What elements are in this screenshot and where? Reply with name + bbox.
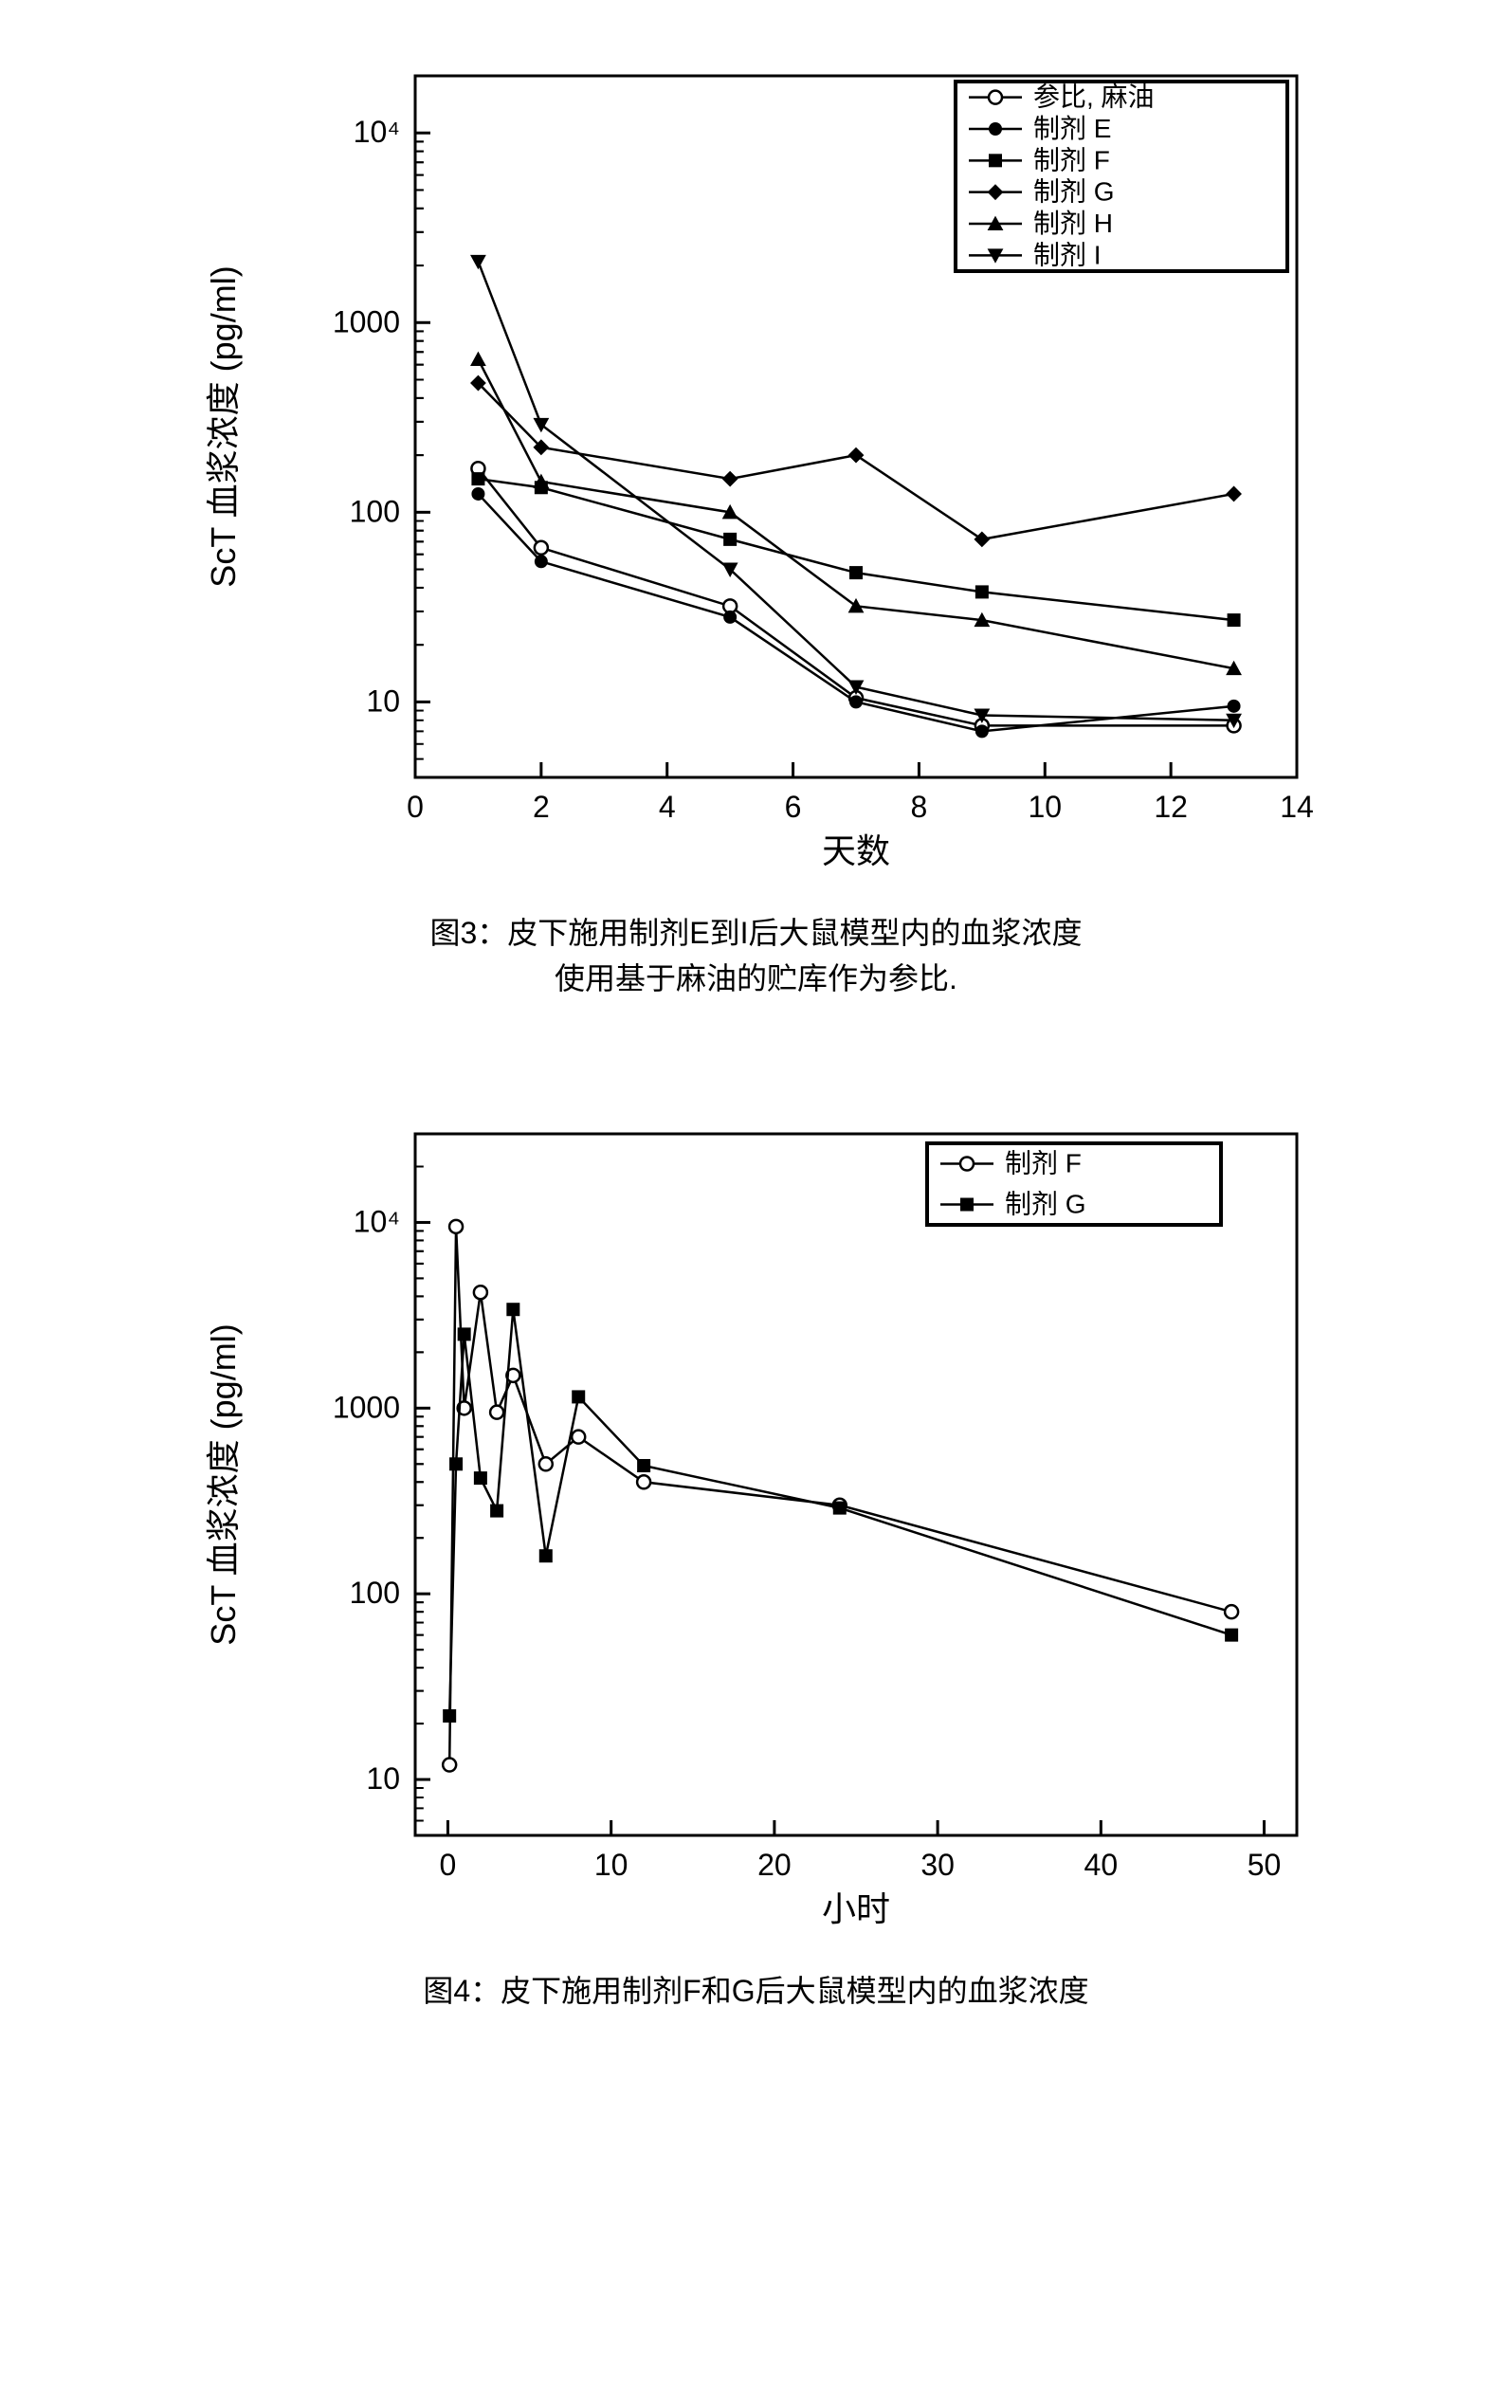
svg-text:2: 2 <box>532 790 549 824</box>
svg-text:制剂 I: 制剂 I <box>1033 240 1102 269</box>
svg-text:1000: 1000 <box>332 304 399 338</box>
caption-line: 使用基于麻油的贮库作为参比. <box>555 961 957 995</box>
svg-text:100: 100 <box>349 1576 399 1610</box>
svg-text:20: 20 <box>757 1848 792 1882</box>
chart-4: 0 10 20 30 40 50 10 100 1000 10⁴ 小时 ScT 血浆浓度 (pg/ml… <box>150 1077 1363 1949</box>
svg-text:8: 8 <box>910 790 927 824</box>
chart-3-container: 0 2 4 6 8 10 12 14 10 100 1000 10⁴ 天数 ScT 血浆浓度 (pg/ml… <box>19 19 1493 1001</box>
svg-text:0: 0 <box>439 1848 456 1882</box>
chart-4-container: 0 10 20 30 40 50 10 100 1000 10⁴ 小时 ScT 血浆浓度 (pg/ml… <box>19 1077 1493 2014</box>
svg-text:6: 6 <box>784 790 801 824</box>
svg-text:10⁴: 10⁴ <box>353 1204 399 1238</box>
svg-text:10: 10 <box>593 1848 628 1882</box>
svg-text:制剂 H: 制剂 H <box>1033 209 1113 238</box>
caption-line: 图3：皮下施用制剂E到I后大鼠模型内的血浆浓度 <box>429 916 1082 950</box>
svg-text:制剂 E: 制剂 E <box>1033 114 1111 143</box>
svg-text:参比, 麻油: 参比, 麻油 <box>1033 82 1155 112</box>
svg-text:10: 10 <box>366 1761 400 1796</box>
svg-text:ScT 血浆浓度 (pg/ml): ScT 血浆浓度 (pg/ml) <box>204 1323 243 1645</box>
chart-3: 0 2 4 6 8 10 12 14 10 100 1000 10⁴ 天数 ScT 血浆浓度 (pg/ml… <box>150 19 1363 891</box>
svg-text:小时: 小时 <box>821 1889 889 1928</box>
svg-text:4: 4 <box>658 790 675 824</box>
svg-text:制剂 F: 制剂 F <box>1005 1149 1082 1178</box>
chart-4-caption: 图4：皮下施用制剂F和G后大鼠模型内的血浆浓度 <box>19 1968 1493 2014</box>
svg-text:30: 30 <box>920 1848 955 1882</box>
svg-text:制剂 G: 制剂 G <box>1005 1190 1086 1219</box>
svg-text:14: 14 <box>1280 790 1314 824</box>
svg-text:10: 10 <box>366 684 400 718</box>
svg-text:ScT 血浆浓度 (pg/ml): ScT 血浆浓度 (pg/ml) <box>204 265 243 587</box>
svg-text:1000: 1000 <box>332 1390 399 1424</box>
svg-text:100: 100 <box>349 494 399 528</box>
chart-3-caption: 图3：皮下施用制剂E到I后大鼠模型内的血浆浓度 使用基于麻油的贮库作为参比. <box>19 910 1493 1001</box>
svg-text:50: 50 <box>1247 1848 1281 1882</box>
svg-text:40: 40 <box>1084 1848 1118 1882</box>
svg-text:制剂 G: 制剂 G <box>1033 177 1115 207</box>
svg-text:12: 12 <box>1154 790 1188 824</box>
svg-text:制剂 F: 制剂 F <box>1033 145 1110 174</box>
svg-text:天数: 天数 <box>821 831 889 870</box>
svg-text:10⁴: 10⁴ <box>353 115 399 149</box>
svg-text:10: 10 <box>1028 790 1062 824</box>
svg-text:0: 0 <box>407 790 424 824</box>
caption-line: 图4：皮下施用制剂F和G后大鼠模型内的血浆浓度 <box>423 1974 1088 2008</box>
